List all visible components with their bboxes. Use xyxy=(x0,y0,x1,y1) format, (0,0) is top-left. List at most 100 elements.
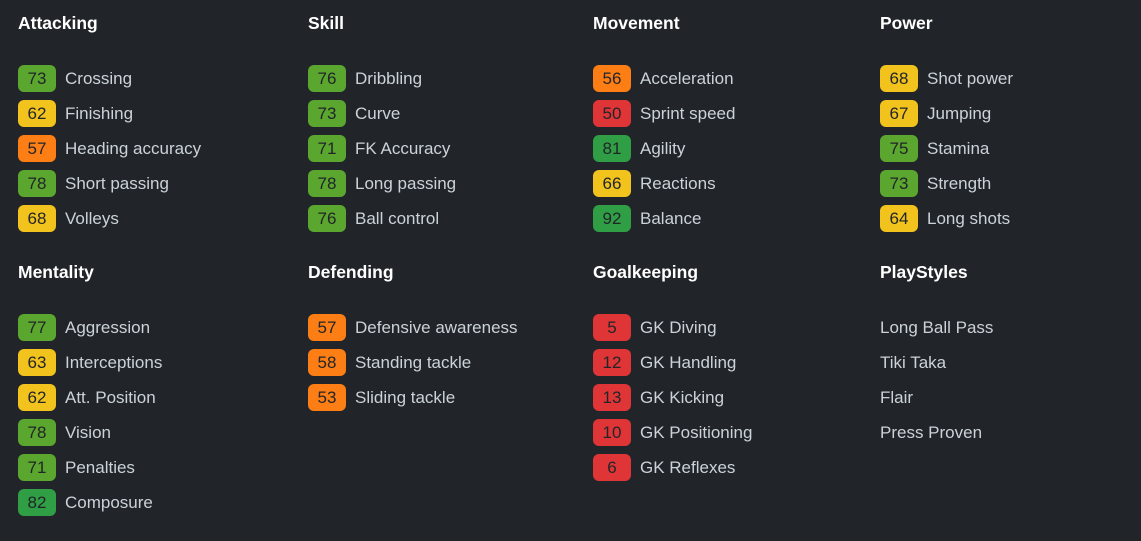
stat-label: Crossing xyxy=(65,68,133,88)
stat-list: 5 GK Diving 12 GK Handling 13 GK Kicking 10 GK … xyxy=(593,310,880,485)
stat-row-agility: 81 Agility xyxy=(593,131,880,166)
stat-row-dribbling: 76 Dribbling xyxy=(308,61,593,96)
section-mentality: Mentality 77 Aggression 63 Interceptions 62 At… xyxy=(18,261,308,520)
stat-value-badge: 78 xyxy=(18,170,56,197)
stat-row-stamina: 75 Stamina xyxy=(880,131,1141,166)
stat-value-badge: 75 xyxy=(880,135,918,162)
stat-row-fk-accuracy: 71 FK Accuracy xyxy=(308,131,593,166)
stat-row-standing-tackle: 58 Standing tackle xyxy=(308,345,593,380)
stat-label: Finishing xyxy=(65,103,134,123)
stat-label: Dribbling xyxy=(355,68,423,88)
section-title-power: Power xyxy=(880,13,933,33)
stat-label: GK Handling xyxy=(640,352,737,372)
section-title-defending: Defending xyxy=(308,262,394,282)
stat-label: Sliding tackle xyxy=(355,387,456,407)
stat-row-gk-positioning: 10 GK Positioning xyxy=(593,415,880,450)
stat-row-long-passing: 78 Long passing xyxy=(308,166,593,201)
stat-value-badge: 10 xyxy=(593,419,631,446)
stat-row-strength: 73 Strength xyxy=(880,166,1141,201)
stat-value-badge: 82 xyxy=(18,489,56,516)
section-title-goalkeeping: Goalkeeping xyxy=(593,262,699,282)
stat-row-curve: 73 Curve xyxy=(308,96,593,131)
stat-value-badge: 50 xyxy=(593,100,631,127)
section-title-playstyles: PlayStyles xyxy=(880,262,968,282)
stat-row-sprint-speed: 50 Sprint speed xyxy=(593,96,880,131)
stat-value-badge: 68 xyxy=(18,205,56,232)
stat-value-badge: 81 xyxy=(593,135,631,162)
stat-list: 77 Aggression 63 Interceptions 62 Att. Positi… xyxy=(18,310,308,520)
stat-row-sliding-tackle: 53 Sliding tackle xyxy=(308,380,593,415)
stat-label: Balance xyxy=(640,208,702,228)
stat-label: Acceleration xyxy=(640,68,734,88)
stat-label: FK Accuracy xyxy=(355,138,451,158)
stat-value-badge: 77 xyxy=(18,314,56,341)
stat-label: Long passing xyxy=(355,173,457,193)
stat-row-gk-kicking: 13 GK Kicking xyxy=(593,380,880,415)
stat-label: Composure xyxy=(65,492,153,512)
stat-row-balance: 92 Balance xyxy=(593,201,880,236)
stat-list: Long Ball Pass Tiki Taka Flair Press Proven xyxy=(880,310,1141,450)
stat-label: Standing tackle xyxy=(355,352,472,372)
stat-list: 68 Shot power 67 Jumping 75 Stamina 73 Strength… xyxy=(880,61,1141,236)
stat-value-badge: 56 xyxy=(593,65,631,92)
stat-value-badge: 73 xyxy=(18,65,56,92)
stat-row-gk-handling: 12 GK Handling xyxy=(593,345,880,380)
section-playstyles: PlayStyles Long Ball Pass Tiki Taka Flair Pr… xyxy=(880,261,1141,520)
stat-row-defensive-awareness: 57 Defensive awareness xyxy=(308,310,593,345)
stat-row-heading-accuracy: 57 Heading accuracy xyxy=(18,131,308,166)
stat-value-badge: 62 xyxy=(18,384,56,411)
section-movement: Movement 56 Acceleration 50 Sprint speed 81 Ag… xyxy=(593,12,880,236)
stat-value-badge: 71 xyxy=(18,454,56,481)
stat-label: Reactions xyxy=(640,173,716,193)
section-defending: Defending 57 Defensive awareness 58 Standing… xyxy=(308,261,593,520)
stat-row-gk-reflexes: 6 GK Reflexes xyxy=(593,450,880,485)
section-power: Power 68 Shot power 67 Jumping 75 Stamina 73 Str… xyxy=(880,12,1141,236)
stat-label: Att. Position xyxy=(65,387,156,407)
stat-row-jumping: 67 Jumping xyxy=(880,96,1141,131)
stat-value-badge: 68 xyxy=(880,65,918,92)
stat-label: Ball control xyxy=(355,208,440,228)
section-goalkeeping: Goalkeeping 5 GK Diving 12 GK Handling 13 GK K… xyxy=(593,261,880,520)
stat-row-volleys: 68 Volleys xyxy=(18,201,308,236)
playstyle-item-flair: Flair xyxy=(880,387,914,407)
stat-list: 57 Defensive awareness 58 Standing tackle 53… xyxy=(308,310,593,415)
stat-row-penalties: 71 Penalties xyxy=(18,450,308,485)
section-title-attacking: Attacking xyxy=(18,13,98,33)
stat-label: Aggression xyxy=(65,317,151,337)
stat-value-badge: 13 xyxy=(593,384,631,411)
stat-label: Shot power xyxy=(927,68,1013,88)
stat-value-badge: 62 xyxy=(18,100,56,127)
stat-label: Heading accuracy xyxy=(65,138,202,158)
stat-row-acceleration: 56 Acceleration xyxy=(593,61,880,96)
stat-label: GK Reflexes xyxy=(640,457,736,477)
stat-list: 76 Dribbling 73 Curve 71 FK Accuracy 78 Long pa… xyxy=(308,61,593,236)
section-skill: Skill 76 Dribbling 73 Curve 71 FK Accuracy 78 Lo… xyxy=(308,12,593,236)
stat-row-composure: 82 Composure xyxy=(18,485,308,520)
stat-list: 73 Crossing 62 Finishing 57 Heading accuracy 7… xyxy=(18,61,308,236)
stat-row-long-shots: 64 Long shots xyxy=(880,201,1141,236)
stat-label: Defensive awareness xyxy=(355,317,518,337)
stat-label: Agility xyxy=(640,138,686,158)
stat-label: GK Diving xyxy=(640,317,717,337)
stat-row-crossing: 73 Crossing xyxy=(18,61,308,96)
stat-row-att-position: 62 Att. Position xyxy=(18,380,308,415)
stat-value-badge: 78 xyxy=(308,170,346,197)
stat-value-badge: 63 xyxy=(18,349,56,376)
stat-value-badge: 64 xyxy=(880,205,918,232)
stat-value-badge: 73 xyxy=(308,100,346,127)
stat-row-vision: 78 Vision xyxy=(18,415,308,450)
playstyle-item-press-proven: Press Proven xyxy=(880,422,983,442)
stat-label: Short passing xyxy=(65,173,169,193)
stat-label: Volleys xyxy=(65,208,119,228)
stat-value-badge: 71 xyxy=(308,135,346,162)
stat-label: Interceptions xyxy=(65,352,163,372)
stat-value-badge: 58 xyxy=(308,349,346,376)
stat-row-ball-control: 76 Ball control xyxy=(308,201,593,236)
stat-value-badge: 57 xyxy=(308,314,346,341)
stat-value-badge: 6 xyxy=(593,454,631,481)
stat-label: Strength xyxy=(927,173,992,193)
stat-value-badge: 5 xyxy=(593,314,631,341)
playstyle-item-long-ball-pass: Long Ball Pass xyxy=(880,317,994,337)
stat-value-badge: 73 xyxy=(880,170,918,197)
section-title-mentality: Mentality xyxy=(18,262,94,282)
